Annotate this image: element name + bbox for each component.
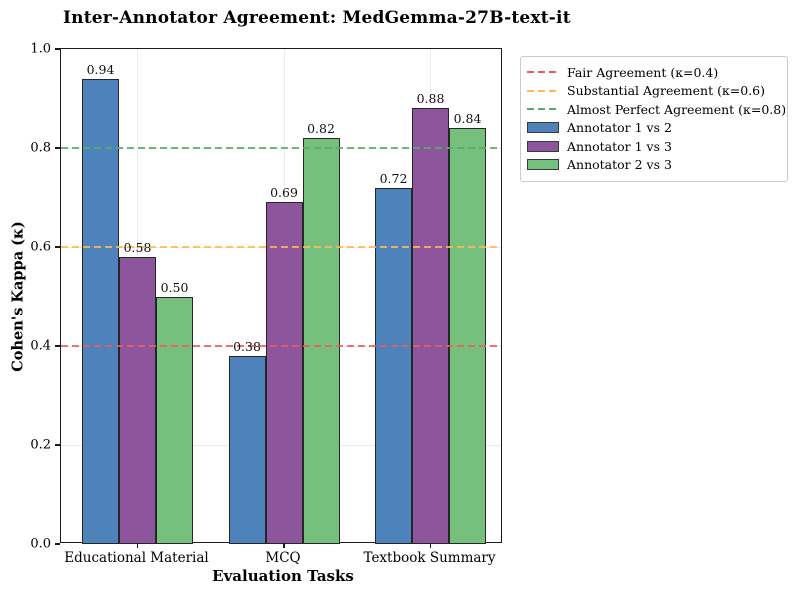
threshold-line-0.6 bbox=[61, 246, 501, 248]
threshold-line-0.4 bbox=[61, 345, 501, 347]
bar-annotator-1-vs-2 bbox=[228, 355, 266, 544]
legend-item: Annotator 1 vs 2 bbox=[527, 119, 779, 138]
y-axis-label: Cohen's Kappa (κ) bbox=[9, 221, 27, 372]
y-tick bbox=[55, 345, 60, 347]
x-tick-label-2: MCQ bbox=[265, 550, 301, 566]
legend-color-patch bbox=[527, 140, 559, 152]
bar-value-label: 0.84 bbox=[453, 111, 482, 127]
x-tick-label-1: Educational Material bbox=[64, 550, 209, 566]
y-tick-label: 0.0 bbox=[30, 536, 51, 551]
y-tick bbox=[55, 543, 60, 545]
x-tick-label-3: Textbook Summary bbox=[363, 550, 496, 566]
legend-dashed-line-swatch bbox=[527, 108, 559, 111]
x-tick bbox=[429, 543, 431, 548]
legend-item: Almost Perfect Agreement (κ=0.8) bbox=[527, 100, 786, 119]
legend-item: Annotator 2 vs 3 bbox=[527, 156, 779, 175]
plot-area: 0.94 0.38 0.72 0.58 0.69 0.88 0.50 0.82 0.84 bbox=[60, 48, 502, 544]
bar-value-label: 0.82 bbox=[307, 121, 335, 137]
bar-value-label: 0.38 bbox=[233, 338, 261, 354]
y-tick-label: 0.4 bbox=[30, 338, 51, 353]
bar-annotator-1-vs-2 bbox=[375, 187, 412, 544]
y-tick-label: 0.2 bbox=[30, 437, 51, 452]
legend-item: Fair Agreement (κ=0.4) bbox=[527, 63, 779, 82]
chart-title: Inter-Annotator Agreement: MedGemma-27B-… bbox=[63, 8, 571, 28]
bar-value-label: 0.72 bbox=[379, 170, 408, 186]
legend-color-patch bbox=[527, 122, 559, 134]
x-tick bbox=[136, 543, 138, 548]
bar-annotator-1-vs-3 bbox=[412, 108, 449, 544]
legend-label: Annotator 1 vs 3 bbox=[567, 138, 672, 154]
y-tick-label: 1.0 bbox=[30, 41, 51, 56]
bar-value-label: 0.94 bbox=[86, 61, 115, 77]
bar-value-label: 0.50 bbox=[160, 279, 189, 295]
legend-label: Fair Agreement (κ=0.4) bbox=[567, 64, 719, 80]
y-tick bbox=[55, 246, 60, 248]
legend-color-patch bbox=[527, 159, 559, 171]
bar-annotator-2-vs-3 bbox=[156, 296, 193, 544]
bar-annotator-2-vs-3 bbox=[302, 138, 340, 544]
legend-dashed-line-swatch bbox=[527, 71, 559, 74]
bar-annotator-1-vs-2 bbox=[82, 78, 119, 544]
bar-value-label: 0.88 bbox=[416, 91, 445, 107]
y-tick bbox=[55, 48, 60, 50]
y-tick-label: 0.6 bbox=[30, 239, 51, 254]
threshold-line-0.8 bbox=[61, 147, 501, 149]
legend-item: Substantial Agreement (κ=0.6) bbox=[527, 82, 779, 101]
bar-value-label: 0.69 bbox=[270, 185, 298, 201]
legend-label: Annotator 1 vs 2 bbox=[567, 120, 672, 136]
bar-annotator-1-vs-3 bbox=[265, 202, 303, 544]
bar-value-label: 0.58 bbox=[123, 239, 152, 255]
legend: Fair Agreement (κ=0.4) Substantial Agreem… bbox=[520, 56, 788, 182]
x-tick bbox=[283, 543, 285, 548]
bar-annotator-1-vs-3 bbox=[119, 256, 156, 544]
legend-label: Almost Perfect Agreement (κ=0.8) bbox=[567, 101, 787, 117]
y-tick bbox=[55, 444, 60, 446]
bar-annotator-2-vs-3 bbox=[449, 128, 486, 544]
y-tick bbox=[55, 147, 60, 149]
legend-label: Substantial Agreement (κ=0.6) bbox=[567, 83, 766, 99]
legend-item: Annotator 1 vs 3 bbox=[527, 137, 779, 156]
legend-dashed-line-swatch bbox=[527, 89, 559, 92]
legend-label: Annotator 2 vs 3 bbox=[567, 157, 672, 173]
x-axis-label: Evaluation Tasks bbox=[212, 567, 354, 585]
y-tick-label: 0.8 bbox=[30, 140, 51, 155]
